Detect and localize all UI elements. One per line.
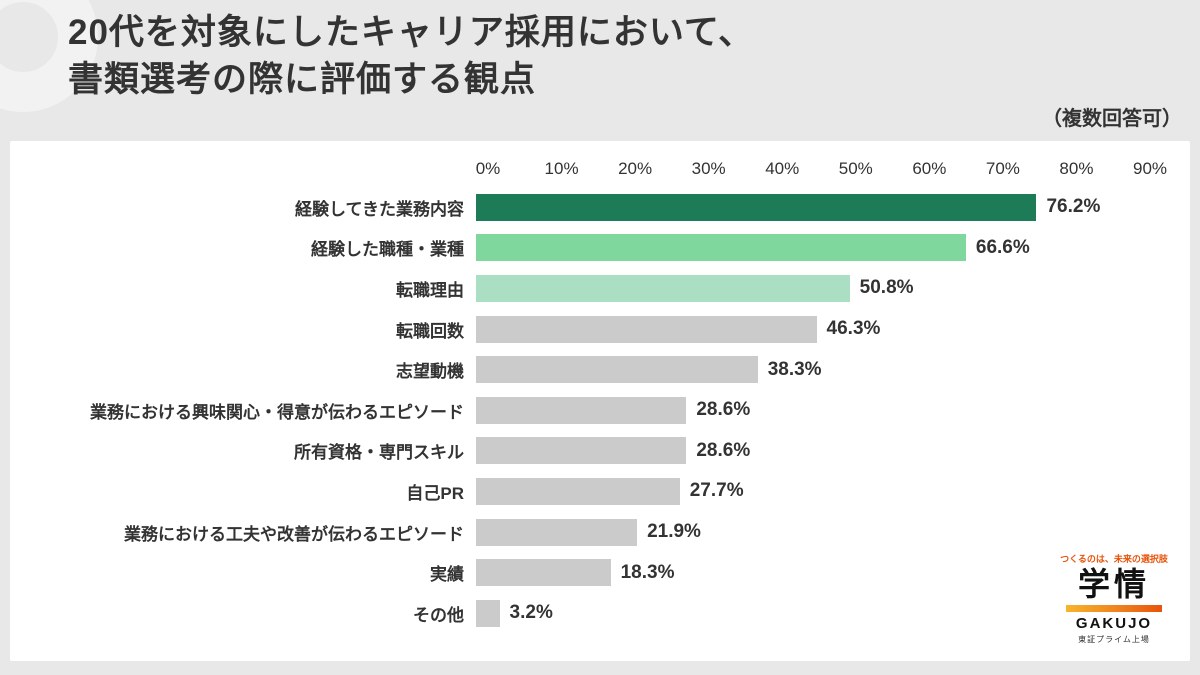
bar	[476, 599, 500, 627]
axis-tick: 20%	[618, 159, 653, 178]
bar	[476, 315, 817, 343]
bar	[476, 477, 680, 505]
logo-brand-en: GAKUJO	[1075, 615, 1153, 632]
bar-value: 50.8%	[859, 277, 914, 299]
chart-row: 志望動機 38.3%	[26, 349, 1174, 390]
row-label: 自己PR	[406, 483, 464, 503]
chart-row: 転職回数 46.3%	[26, 309, 1174, 350]
bar-value: 21.9%	[647, 521, 701, 543]
gakujo-logo: つくるのは、未来の選択肢 学情 GAKUJO 東証プライム上場	[1054, 552, 1174, 645]
chart-row: 実績 18.3%	[26, 552, 1174, 593]
bar-chart: 0% 10% 20% 30% 40% 50% 60% 70% 80% 90% 経験してきた業務内容…	[26, 155, 1174, 651]
axis-tick: 60%	[912, 159, 947, 178]
page-title-line2: 書類選考の際に評価する観点	[68, 59, 537, 99]
bar-track: 38.3%	[476, 356, 1138, 384]
row-label: 業務における興味関心・得意が伝わるエピソード	[90, 402, 464, 422]
chart-row: 転職理由 50.8%	[26, 268, 1174, 309]
axis-tick: 80%	[1059, 159, 1094, 178]
row-label: 経験してきた業務内容	[295, 199, 464, 219]
bar	[476, 356, 758, 384]
bar	[476, 234, 966, 262]
chart-row: 所有資格・専門スキル 28.6%	[26, 431, 1174, 472]
multiple-answer-note: （複数回答可）	[1042, 108, 1182, 130]
bar	[476, 518, 638, 546]
row-label: 経験した職種・業種	[311, 240, 464, 260]
bar-track: 46.3%	[476, 315, 1138, 343]
bar	[476, 396, 687, 424]
bar-value: 46.3%	[826, 318, 881, 340]
header: 20代を対象にしたキャリア採用において、 書類選考の際に評価する観点 （複数回答…	[0, 0, 1200, 141]
bar-track: 50.8%	[476, 274, 1138, 302]
chart-row: 経験してきた業務内容 76.2%	[26, 187, 1174, 228]
row-label: その他	[413, 605, 464, 625]
bar-track: 27.7%	[476, 477, 1138, 505]
bar	[476, 437, 687, 465]
logo-tagline: つくるのは、未来の選択肢	[1060, 553, 1168, 564]
bar-value: 76.2%	[1046, 196, 1101, 218]
bar	[476, 274, 850, 302]
bar-track: 28.6%	[476, 437, 1138, 465]
axis-tick: 50%	[838, 159, 873, 178]
chart-row: 業務における興味関心・得意が伝わるエピソード 28.6%	[26, 390, 1174, 431]
chart-row: その他 3.2%	[26, 593, 1174, 634]
bar	[476, 559, 611, 587]
axis-tick: 10%	[544, 159, 579, 178]
bar-track: 76.2%	[476, 193, 1138, 221]
page-title-line1: 20代を対象にしたキャリア採用において、	[68, 13, 755, 52]
row-label: 実績	[430, 565, 464, 585]
bar-track: 3.2%	[476, 599, 1138, 627]
row-label: 転職回数	[396, 321, 464, 341]
chart-row: 業務における工夫や改善が伝わるエピソード 21.9%	[26, 512, 1174, 553]
page-title: 20代を対象にしたキャリア採用において、 書類選考の際に評価する観点	[68, 10, 754, 103]
logo-listing-note: 東証プライム上場	[1078, 635, 1150, 644]
bar-value: 66.6%	[975, 236, 1030, 258]
chart-row: 経験した職種・業種 66.6%	[26, 228, 1174, 269]
logo-orange-bar	[1066, 605, 1162, 612]
bar-track: 66.6%	[476, 234, 1138, 262]
axis-tick: 40%	[765, 159, 800, 178]
bar-value: 28.6%	[696, 439, 751, 461]
bar	[476, 193, 1037, 221]
chart-panel: 0% 10% 20% 30% 40% 50% 60% 70% 80% 90% 経験してきた業務内容…	[10, 141, 1190, 661]
bar-track: 28.6%	[476, 396, 1138, 424]
logo-brand-jp: 学情	[1077, 565, 1150, 602]
row-label: 業務における工夫や改善が伝わるエピソード	[124, 524, 464, 544]
bar-value: 38.3%	[767, 358, 822, 380]
chart-rows: 経験してきた業務内容 76.2% 経験した職種・業種 66.6% 転職理由 50…	[26, 187, 1174, 634]
axis-tick: 30%	[691, 159, 726, 178]
row-label: 志望動機	[396, 362, 464, 382]
chart-row: 自己PR 27.7%	[26, 471, 1174, 512]
axis-ticks: 0% 10% 20% 30% 40% 50% 60% 70% 80% 90%	[476, 155, 1167, 187]
axis-tick: 90%	[1132, 159, 1168, 178]
bar-value: 3.2%	[509, 602, 553, 624]
bar-value: 18.3%	[620, 561, 675, 583]
axis-tick: 0%	[475, 159, 501, 178]
row-label: 所有資格・専門スキル	[294, 443, 464, 463]
bar-track: 21.9%	[476, 518, 1138, 546]
axis-tick: 70%	[985, 159, 1020, 178]
bar-value: 28.6%	[696, 399, 751, 421]
axis-row: 0% 10% 20% 30% 40% 50% 60% 70% 80% 90%	[26, 155, 1174, 187]
row-label: 転職理由	[396, 280, 464, 300]
bar-track: 18.3%	[476, 559, 1138, 587]
bar-value: 27.7%	[689, 480, 744, 502]
